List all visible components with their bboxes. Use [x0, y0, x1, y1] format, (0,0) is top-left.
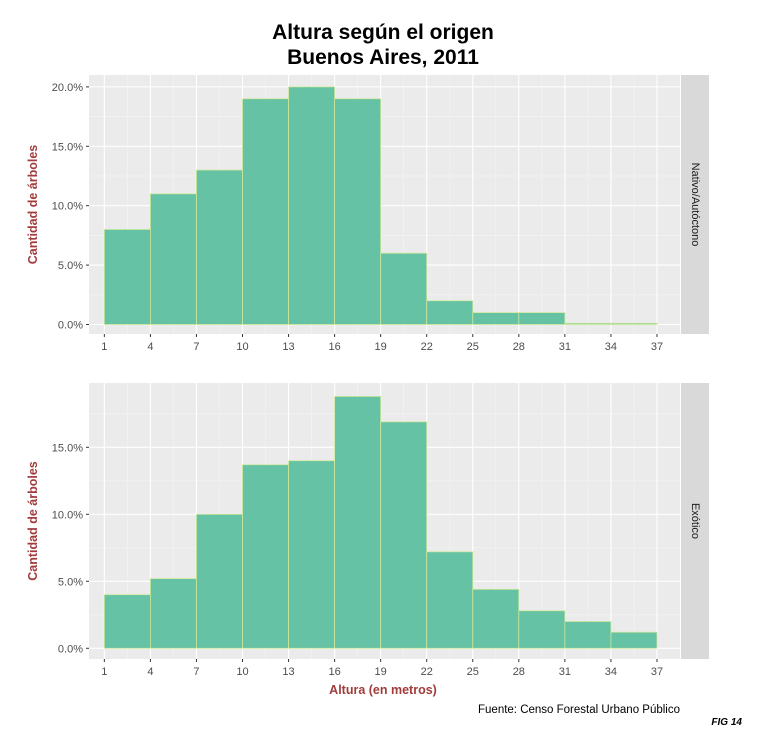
- x-tick-label: 13: [282, 341, 294, 353]
- y-axis-label: Cantidad de árboles: [26, 461, 40, 581]
- histogram-bar: [288, 460, 336, 649]
- histogram-bar: [610, 322, 658, 325]
- histogram-bar: [150, 578, 197, 649]
- histogram-bar: [426, 551, 474, 649]
- x-tick-label: 4: [147, 666, 153, 678]
- facet-strip: [681, 75, 709, 334]
- x-tick-label: 31: [559, 341, 571, 353]
- histogram-bar: [564, 322, 612, 325]
- chart-title-line-2: Buenos Aires, 2011: [287, 46, 479, 69]
- y-tick-label: 10.0%: [52, 201, 83, 213]
- y-tick-label: 0.0%: [58, 643, 83, 655]
- x-tick-label: 25: [467, 341, 479, 353]
- y-tick-label: 20.0%: [52, 82, 83, 94]
- histogram-bar: [196, 513, 243, 649]
- x-tick-label: 28: [513, 666, 525, 678]
- y-tick-label: 5.0%: [58, 576, 83, 588]
- y-tick-label: 5.0%: [58, 260, 83, 272]
- x-tick-label: 10: [236, 666, 248, 678]
- histogram-bar: [426, 300, 474, 325]
- facet-panel: Exótico 0.0% 5.0% 10.0% 15.0% 1 4 7 10 13 16 19 22 25…: [26, 383, 709, 678]
- histogram-bar: [103, 229, 151, 325]
- histogram-bar: [472, 312, 520, 325]
- histogram-bar: [518, 312, 566, 325]
- x-tick-label: 7: [193, 341, 199, 353]
- x-tick-label: 34: [605, 341, 617, 353]
- x-tick-label: 22: [421, 666, 433, 678]
- x-tick-label: 28: [513, 341, 525, 353]
- y-tick-label: 0.0%: [58, 319, 83, 331]
- histogram-bar: [196, 169, 243, 325]
- histogram-bar: [288, 86, 336, 325]
- histogram-bar: [610, 631, 658, 649]
- histogram-bar: [103, 594, 151, 649]
- x-tick-label: 37: [651, 666, 663, 678]
- x-tick-label: 16: [328, 341, 340, 353]
- histogram-bar: [150, 193, 197, 325]
- chart-title-line-1: Altura según el origen: [272, 21, 494, 44]
- x-tick-label: 34: [605, 666, 617, 678]
- facet-strip: [681, 383, 709, 659]
- x-tick-label: 1: [101, 341, 107, 353]
- figure-label: FIG 14: [711, 717, 742, 728]
- x-tick-label: 22: [421, 341, 433, 353]
- facet-strip-label: Exótico: [689, 503, 701, 539]
- facet-strip-label: Nativo/Autóctono: [689, 163, 701, 247]
- x-tick-label: 19: [375, 341, 387, 353]
- histogram-bar: [242, 464, 289, 649]
- x-tick-label: 19: [375, 666, 387, 678]
- facet-panel: Nativo/Autóctono 0.0% 5.0% 10.0% 15.0% 20.0% 1…: [26, 75, 709, 353]
- x-tick-label: 13: [282, 666, 294, 678]
- histogram-bar: [334, 98, 382, 325]
- histogram-bar: [472, 588, 520, 649]
- histogram-bar: [518, 610, 566, 649]
- histogram-bar: [380, 252, 428, 325]
- x-tick-label: 31: [559, 666, 571, 678]
- histogram-bar: [564, 621, 612, 649]
- y-tick-label: 15.0%: [52, 442, 83, 454]
- x-axis-label: Altura (en metros): [329, 683, 437, 697]
- histogram-bar: [380, 421, 428, 649]
- x-tick-label: 4: [147, 341, 153, 353]
- x-tick-label: 7: [193, 666, 199, 678]
- y-axis-label: Cantidad de árboles: [26, 145, 40, 265]
- source-caption: Fuente: Censo Forestal Urbano Público: [478, 704, 680, 716]
- x-tick-label: 37: [651, 341, 663, 353]
- y-tick-label: 15.0%: [52, 141, 83, 153]
- x-tick-label: 25: [467, 666, 479, 678]
- y-tick-label: 10.0%: [52, 509, 83, 521]
- x-tick-label: 10: [236, 341, 248, 353]
- x-tick-label: 16: [328, 666, 340, 678]
- facets-layer: Nativo/Autóctono0.0%5.0%10.0%15.0%20.0%1…: [26, 75, 709, 678]
- histogram-bar: [242, 98, 289, 325]
- histogram-bar: [334, 395, 382, 649]
- x-tick-label: 1: [101, 666, 107, 678]
